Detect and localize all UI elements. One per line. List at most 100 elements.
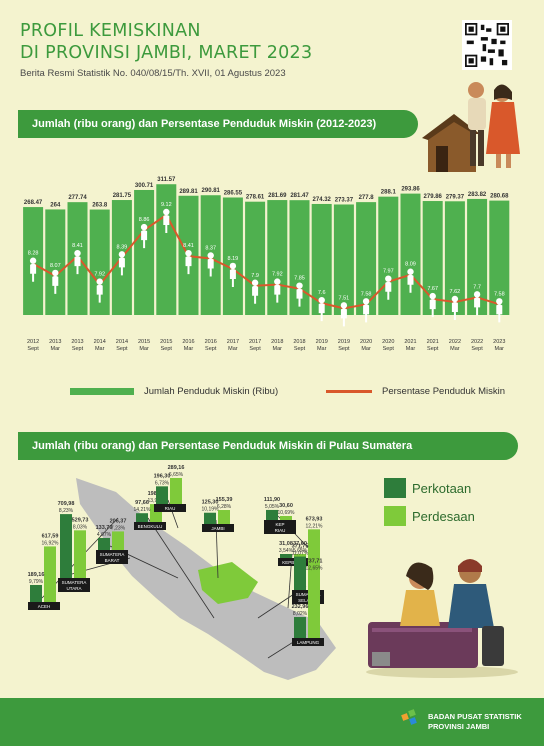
urban-pct-3: 14,21% — [134, 507, 152, 513]
person-marker-14 — [340, 308, 347, 327]
rural-label: Perdesaan — [412, 508, 475, 524]
point-label-0: 8.28 — [28, 251, 39, 257]
person-marker-6 — [163, 215, 170, 233]
x-year-10: 2017 — [249, 339, 261, 345]
legend-line-swatch — [326, 390, 372, 393]
person-marker-3 — [96, 284, 103, 303]
urban-value-4: 196,30 — [154, 473, 171, 479]
x-period-4: Sept — [116, 346, 128, 352]
person-head-18 — [429, 292, 436, 300]
x-year-0: 2012 — [27, 339, 39, 345]
person-head-7 — [185, 249, 192, 257]
rural-value-6: 30,60 — [279, 503, 293, 509]
x-year-14: 2019 — [338, 339, 350, 345]
x-year-2: 2013 — [71, 339, 83, 345]
bar-5 — [134, 189, 155, 315]
legend-line: Persentase Penduduk Miskin — [326, 386, 505, 397]
bar-label-20: 283.82 — [468, 192, 487, 198]
person-marker-19 — [451, 302, 458, 320]
person-head-14 — [340, 302, 348, 309]
region-name-1-1: UTARA — [67, 586, 82, 591]
bar-label-5: 300.71 — [135, 183, 154, 189]
point-label-14: 7.51 — [339, 295, 350, 301]
x-period-20: Sept — [471, 346, 483, 352]
rural-bar-7 — [294, 554, 306, 558]
point-label-8: 8.37 — [205, 246, 216, 252]
point-label-19: 7.62 — [450, 289, 461, 295]
section2-banner: Jumlah (ribu orang) dan Persentase Pendu… — [18, 432, 518, 460]
bps-logo-icon — [401, 709, 417, 725]
person-marker-12 — [296, 288, 303, 307]
person-head-5 — [140, 223, 148, 231]
person-head-12 — [296, 282, 303, 289]
bar-label-11: 281.69 — [268, 193, 287, 199]
x-period-21: Mar — [495, 346, 505, 352]
urban-value-0: 189,16 — [28, 572, 45, 578]
person-head-9 — [229, 262, 237, 270]
bar-6 — [156, 184, 177, 315]
bar-21 — [489, 200, 510, 315]
region-tag-0 — [28, 602, 60, 610]
point-label-5: 8.86 — [139, 217, 150, 223]
urban-bar-1 — [60, 514, 72, 578]
urban-bar-9 — [294, 617, 306, 638]
person-head-17 — [407, 268, 414, 275]
bar-label-21: 280.68 — [490, 194, 509, 200]
section1-banner: Jumlah (ribu orang) dan Persentase Pendu… — [18, 110, 418, 138]
urban-value-9: 232,96 — [292, 604, 309, 610]
rural-bar-5 — [218, 510, 230, 524]
rural-bar-4 — [170, 477, 182, 504]
person-head-8 — [207, 252, 214, 259]
person-head-1 — [52, 269, 59, 277]
bps-line-1: BADAN PUSAT STATISTIK — [428, 712, 522, 721]
poor-family-illustration — [422, 82, 520, 172]
x-year-8: 2016 — [205, 339, 217, 345]
person-marker-11 — [274, 284, 281, 303]
urban-pct-6: 5,05% — [265, 504, 280, 510]
urban-pct-2: 4,67% — [97, 532, 112, 538]
urban-label: Perkotaan — [412, 480, 472, 496]
bar-label-13: 274.32 — [313, 197, 332, 203]
urban-value-6: 111,90 — [264, 497, 280, 503]
point-label-12: 7.85 — [294, 276, 305, 282]
point-label-17: 8.09 — [405, 262, 416, 268]
rural-value-2: 206,37 — [110, 518, 127, 524]
rural-value-9: 737,71 — [306, 559, 323, 565]
region-name-6-1: RIAU — [275, 528, 286, 533]
region-tag-9 — [292, 638, 324, 646]
x-period-7: Mar — [184, 346, 194, 352]
rural-value-4: 289,16 — [168, 465, 185, 471]
x-period-12: Sept — [294, 346, 306, 352]
legend-bar-label: Jumlah Penduduk Miskin (Ribu) — [144, 386, 279, 397]
x-period-5: Mar — [139, 346, 149, 352]
bar-12 — [289, 200, 310, 315]
legend-bar: Jumlah Penduduk Miskin (Ribu) — [70, 386, 278, 397]
urban-pct-4: 6,73% — [155, 480, 170, 486]
x-year-19: 2022 — [449, 339, 461, 345]
region-name-1-0: SUMATERA — [62, 580, 87, 585]
point-label-2: 8.41 — [72, 243, 83, 249]
page-subtitle: Berita Resmi Statistik No. 040/08/15/Th.… — [20, 68, 286, 79]
region-tag-2 — [96, 550, 128, 564]
bar-3 — [89, 209, 110, 315]
urban-pct-1: 8,23% — [59, 508, 74, 514]
urban-value-5: 125,30 — [202, 500, 219, 506]
point-label-9: 8.19 — [228, 256, 239, 262]
x-year-16: 2020 — [382, 339, 394, 345]
rural-pct-7: 5,65% — [293, 548, 308, 554]
map-legend-rural: Perdesaan — [384, 506, 475, 526]
point-label-18: 7.67 — [427, 286, 438, 292]
person-marker-5 — [141, 230, 148, 249]
person-marker-15 — [363, 304, 370, 323]
bar-label-18: 279.86 — [424, 194, 443, 200]
legend-line-label: Persentase Penduduk Miskin — [382, 386, 506, 397]
urban-bar-0 — [30, 584, 42, 602]
person-head-21 — [496, 298, 503, 305]
point-label-4: 8.39 — [117, 244, 128, 250]
poverty-trend-chart: 268.472012Sept2642013Mar277.742013Sept26… — [23, 177, 510, 352]
x-year-12: 2018 — [293, 339, 305, 345]
point-label-16: 7.97 — [383, 269, 394, 275]
bar-label-14: 273.37 — [335, 197, 354, 203]
bar-label-0: 268.47 — [24, 200, 43, 206]
rural-bar-1 — [74, 530, 86, 578]
